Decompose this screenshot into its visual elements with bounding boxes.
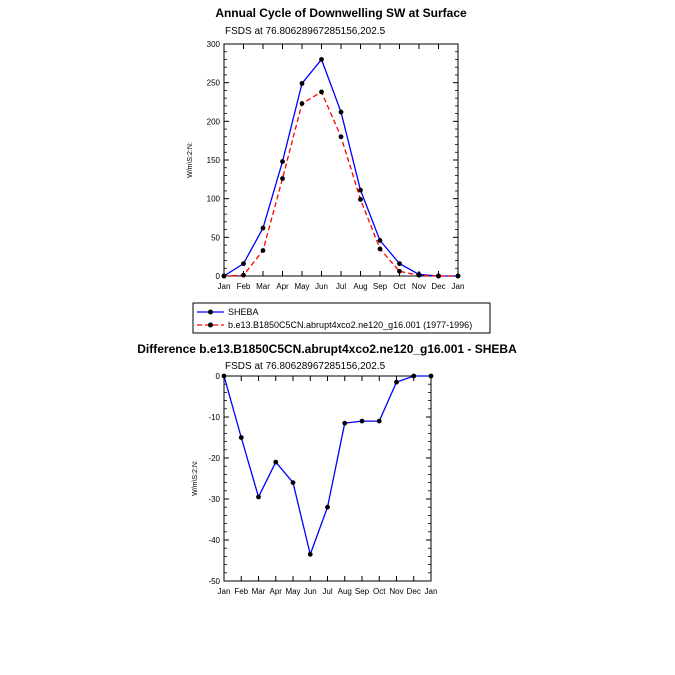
chart-2-series-0-line	[223, 375, 431, 557]
legend-marker-model	[208, 322, 213, 328]
chart-2-series-0-point	[273, 459, 279, 465]
legend-marker-sheba	[208, 309, 213, 315]
chart-2-x-tick-label: Oct	[373, 587, 386, 596]
chart-1-series-0-point	[241, 261, 246, 267]
chart-2-series-0-point	[290, 480, 296, 485]
chart-1-series-1-point	[416, 272, 422, 278]
chart-1: Jan Feb Mar Apr May Jun Jul Aug Sep Oct Nov Dec Jan0…	[207, 40, 465, 291]
chart-2-series-0-point	[376, 418, 382, 424]
chart-2-series-0-point	[238, 435, 244, 440]
chart-2-y-axis-label: W/m\S:2:N:	[192, 460, 199, 496]
chart-1-series-1-point	[241, 272, 246, 278]
chart-1-series-1-point	[358, 197, 363, 202]
legend-label-sheba: SHEBA	[228, 307, 259, 317]
chart-2-series-0-point	[307, 551, 313, 557]
legend: SHEBA b.e13.B1850C5CN.abrupt4xco2.ne120_…	[192, 302, 491, 334]
chart-1-series-1-point	[397, 268, 402, 274]
chart-2-series-0-point	[221, 373, 227, 379]
chart-1-x-tick-label: Nov	[412, 282, 426, 291]
chart-2-y-tick-label: -30	[208, 495, 220, 504]
chart-2-x-tick-label: Jun	[304, 587, 317, 596]
chart-1-x-tick-label: Jan	[452, 282, 465, 291]
chart-1-series-0-point	[377, 238, 383, 243]
chart-2-y-tick-label: -10	[208, 413, 220, 422]
chart-1-x-tick-label: Dec	[431, 282, 445, 291]
chart-2-series-0-point	[394, 379, 399, 385]
chart-2-series-0-point	[359, 418, 365, 424]
chart-1-series-1-point	[436, 273, 441, 279]
chart-2-y-tick-label: 0	[216, 372, 221, 381]
chart-1-x-tick-label: Aug	[353, 282, 367, 291]
chart-2-x-tick-label: Sep	[355, 587, 370, 596]
chart-1-series-0-point	[338, 109, 344, 115]
chart-2-x-tick-label: Apr	[270, 587, 283, 596]
chart-1-x-tick-label: Mar	[256, 282, 270, 291]
chart-1-series-1-point	[377, 246, 383, 252]
chart-1-y-tick-label: 50	[211, 233, 220, 242]
chart-1-x-tick-label: Feb	[237, 282, 251, 291]
chart-1-y-tick-label: 0	[216, 272, 221, 281]
chart-2-series-0-point	[411, 373, 417, 379]
chart-1-subtitle: FSDS at 76.80628967285156,202.5	[225, 26, 386, 37]
chart-1-series-1-point	[455, 273, 461, 279]
chart-1-series-1-point	[221, 273, 227, 279]
chart-1-y-axis-label: W/m\S:2:N:	[187, 142, 194, 178]
chart-1-series-1-point	[338, 134, 344, 140]
chart-1-y-tick-label: 150	[207, 156, 221, 165]
chart-1-y-tick-label: 200	[207, 117, 221, 126]
chart-2-series-0-point	[325, 504, 330, 510]
chart-1-x-tick-label: Sep	[373, 282, 388, 291]
chart-1-series-1-point	[319, 89, 324, 95]
chart-1-x-tick-label: Jun	[315, 282, 328, 291]
chart-1-series-1-point	[299, 101, 305, 106]
chart-1-series-0-point	[358, 187, 363, 193]
chart-2-subtitle: FSDS at 76.80628967285156,202.5	[225, 361, 386, 372]
chart-2-x-tick-label: Dec	[407, 587, 421, 596]
chart-1-x-tick-label: Jan	[218, 282, 231, 291]
chart-2-series-0-point	[428, 373, 434, 379]
chart-2-y-tick-label: -50	[208, 577, 220, 586]
legend-label-model: b.e13.B1850C5CN.abrupt4xco2.ne120_g16.00…	[228, 320, 472, 330]
chart-1-plot-frame	[223, 43, 459, 277]
chart-2-x-tick-label: Jan	[218, 587, 231, 596]
chart-1-series-1-point	[280, 176, 285, 181]
chart-1-series-0-point	[299, 81, 305, 86]
chart-2-x-tick-label: Jan	[425, 587, 438, 596]
chart-1-series-0-point	[397, 261, 402, 267]
chart-1-y-tick-label: 300	[207, 40, 221, 49]
chart-2-x-tick-label: Mar	[252, 587, 266, 596]
chart-1-y-tick-label: 100	[207, 195, 221, 204]
chart-2: Jan Feb Mar Apr May Jun Jul Aug Sep Oct Nov Dec Jan-…	[208, 372, 437, 596]
chart-2-x-tick-label: Feb	[234, 587, 248, 596]
chart-1-series-0-line	[223, 58, 458, 277]
legend-box	[192, 302, 491, 334]
chart-2-series-0-point	[256, 494, 261, 500]
chart-1-series-0-point	[280, 159, 285, 164]
chart-2-x-tick-label: Nov	[389, 587, 403, 596]
chart-1-title: Annual Cycle of Downwelling SW at Surfac…	[215, 6, 467, 20]
chart-2-x-tick-label: May	[285, 587, 300, 596]
chart-1-x-tick-label: Apr	[276, 282, 289, 291]
chart-1-x-tick-label: Jul	[336, 282, 346, 291]
chart-1-series-0-point	[260, 225, 266, 231]
chart-1-series-1-point	[260, 248, 266, 253]
chart-2-series-0-point	[342, 420, 348, 426]
chart-1-x-tick-label: Oct	[393, 282, 406, 291]
chart-2-y-tick-label: -40	[208, 536, 220, 545]
chart-1-series-0-point	[319, 57, 324, 62]
chart-2-x-tick-label: Jul	[322, 587, 332, 596]
chart-1-y-tick-label: 250	[207, 79, 221, 88]
chart-2-plot-frame	[223, 375, 432, 582]
chart-1-series-1-line	[223, 91, 458, 277]
chart-2-y-tick-label: -20	[208, 454, 220, 463]
chart-1-x-tick-label: May	[294, 282, 309, 291]
chart-2-title: Difference b.e13.B1850C5CN.abrupt4xco2.n…	[137, 342, 517, 356]
chart-2-x-tick-label: Aug	[338, 587, 352, 596]
